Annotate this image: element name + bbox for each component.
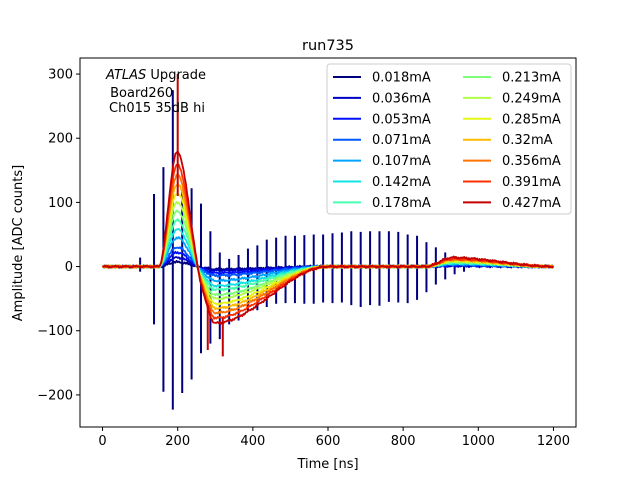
series-layer xyxy=(101,74,555,410)
legend-label: 0.107mA xyxy=(372,154,431,169)
x-axis: 0 200 400 600 800 1000 1200 xyxy=(98,427,570,449)
legend-label: 0.391mA xyxy=(502,175,561,190)
legend-label: 0.018mA xyxy=(372,71,431,86)
annotation-line-2: Board260 xyxy=(106,86,173,101)
legend-label: 0.213mA xyxy=(502,71,561,86)
legend-label: 0.32mA xyxy=(502,133,553,148)
y-tick-label: −100 xyxy=(37,324,73,339)
x-tick-label: 0 xyxy=(98,434,106,449)
y-tick-label: 100 xyxy=(48,196,73,211)
chart-title: run735 xyxy=(302,38,354,54)
annotation-line-1: ATLAS Upgrade xyxy=(105,68,206,83)
y-axis-label: Amplitude [ADC counts] xyxy=(11,165,26,321)
legend-items: 0.018mA 0.036mA 0.053mA 0.071mA 0.107mA 0.142… xyxy=(333,71,561,211)
y-tick-label: −200 xyxy=(37,388,73,403)
annotation-line-2-text: Board260 xyxy=(110,86,173,101)
x-tick-label: 1200 xyxy=(537,434,570,449)
x-axis-label: Time [ns] xyxy=(296,457,358,472)
y-tick-label: 200 xyxy=(48,132,73,147)
legend-label: 0.285mA xyxy=(502,112,561,127)
legend-label: 0.036mA xyxy=(372,91,431,106)
annotation-block: ATLAS Upgrade Board260 Ch015 35dB hi xyxy=(105,68,206,116)
legend-label: 0.249mA xyxy=(502,91,561,106)
y-tick-label: 0 xyxy=(65,260,73,275)
annotation-line-3: Ch015 35dB hi xyxy=(109,101,205,116)
legend-label: 0.427mA xyxy=(502,196,561,211)
legend-label: 0.178mA xyxy=(372,196,431,211)
x-tick-label: 600 xyxy=(316,434,341,449)
annotation-line-1-text: Upgrade xyxy=(150,68,206,83)
x-tick-label: 1000 xyxy=(462,434,495,449)
legend-label: 0.071mA xyxy=(372,133,431,148)
annotation-italic: ATLAS xyxy=(105,68,146,83)
x-tick-label: 400 xyxy=(240,434,265,449)
y-axis: −200 −100 0 100 200 300 xyxy=(37,68,80,403)
x-tick-label: 800 xyxy=(391,434,416,449)
legend-label: 0.142mA xyxy=(372,175,431,190)
legend-label: 0.356mA xyxy=(502,154,561,169)
plot-area xyxy=(79,57,577,428)
y-tick-label: 300 xyxy=(48,68,73,83)
legend: 0.018mA 0.036mA 0.053mA 0.071mA 0.107mA 0.142… xyxy=(326,63,572,215)
legend-label: 0.053mA xyxy=(372,112,431,127)
legend-box xyxy=(326,63,572,215)
x-tick-label: 200 xyxy=(165,434,190,449)
